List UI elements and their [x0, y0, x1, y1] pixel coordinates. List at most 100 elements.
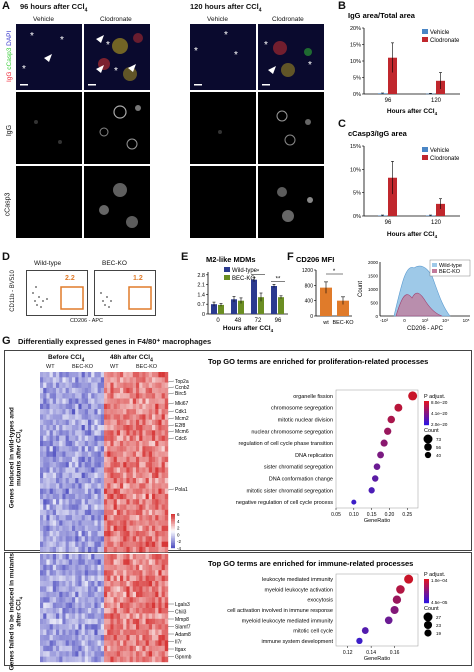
- heatmap-cell: [107, 504, 111, 510]
- heatmap-cell: [139, 377, 143, 383]
- heatmap-cell: [113, 629, 117, 636]
- micrograph-igg-120-clodronate: [258, 92, 324, 164]
- heatmap-cell: [56, 414, 60, 420]
- heatmap-cell: [84, 564, 89, 571]
- heatmap-cell: [136, 531, 140, 537]
- gene-label: Lgals3: [175, 602, 190, 608]
- heatmap-cell: [113, 546, 117, 553]
- go-term: mitotic cell cycle: [293, 629, 333, 635]
- heatmap-cell: [107, 483, 111, 489]
- heatmap-cell: [116, 419, 121, 426]
- heatmap-cell: [46, 613, 50, 619]
- heatmap-cell: [94, 430, 98, 436]
- heatmap-cell: [110, 499, 114, 505]
- heatmap-cell: [75, 645, 79, 652]
- heatmap-cell: [136, 629, 140, 636]
- heatmap-cell: [81, 403, 85, 410]
- heatmap-cell: [94, 472, 98, 479]
- heatmap-cell: [139, 520, 143, 526]
- heatmap-cell: [88, 613, 92, 619]
- heatmap-cell: [123, 640, 127, 646]
- heatmap-cell: [43, 635, 47, 641]
- heatmap-cell: [49, 488, 53, 495]
- micrograph-igg-96-clodronate: [84, 92, 150, 164]
- heatmap-cell: [49, 541, 53, 548]
- heatmap-cell: [94, 419, 98, 426]
- heatmap-cell: [65, 581, 69, 587]
- heatmap-cell: [120, 651, 124, 657]
- heatmap-cell: [126, 409, 130, 415]
- heatmap-cell: [52, 435, 57, 442]
- heatmap-cell: [72, 440, 76, 447]
- heatmap-cell: [148, 393, 153, 399]
- heatmap-cell: [40, 559, 44, 565]
- svg-text:*: *: [106, 40, 110, 51]
- heatmap-cell: [43, 440, 47, 447]
- heatmap-cell: [113, 483, 117, 489]
- heatmap-cell: [65, 541, 69, 548]
- heatmap-cell: [110, 493, 114, 500]
- heatmap-cell: [113, 602, 117, 609]
- heatmap-cell: [75, 435, 79, 442]
- heatmap-cell: [164, 446, 169, 452]
- heatmap-cell: [155, 520, 159, 526]
- heatmap-cell: [81, 586, 85, 592]
- gene-label: E2f8: [175, 423, 186, 429]
- heatmap-cell: [161, 554, 165, 560]
- heatmap-cell: [142, 531, 146, 537]
- heatmap-cell: [91, 478, 95, 484]
- heatmap-cell: [126, 387, 130, 394]
- heatmap-cell: [136, 656, 140, 663]
- heatmap-cell: [56, 409, 60, 415]
- chart-title: IgG area/Total area: [348, 11, 416, 20]
- heatmap-cell: [126, 472, 130, 479]
- heatmap-cell: [110, 419, 114, 426]
- heatmap-cell: [107, 629, 111, 636]
- heatmap-cell: [52, 483, 57, 489]
- heatmap-cell: [84, 425, 89, 431]
- heatmap-cell: [49, 499, 53, 505]
- heatmap-cell: [46, 451, 50, 457]
- count-label: 40: [436, 453, 442, 458]
- heatmap-cell: [65, 613, 69, 619]
- heatmap-cell: [52, 377, 57, 383]
- heatmap-cell: [94, 570, 98, 576]
- heatmap-cell: [84, 456, 89, 463]
- heatmap-cell: [52, 656, 57, 663]
- heatmap-cell: [75, 602, 79, 609]
- x-axis-title: GeneRatio: [364, 518, 390, 524]
- heatmap-cell: [110, 414, 114, 420]
- heatmap-cell: [43, 541, 47, 548]
- heatmap-cell: [136, 541, 140, 548]
- heatmap-cell: [46, 635, 50, 641]
- go-title: Top GO terms are enriched for proliferat…: [208, 357, 428, 366]
- heatmap-cell: [65, 640, 69, 646]
- heatmap-cell: [155, 515, 159, 521]
- heatmap-cell: [84, 435, 89, 442]
- heatmap-cell: [56, 387, 60, 394]
- heatmap-cell: [142, 608, 146, 614]
- heatmap-cell: [164, 651, 169, 657]
- heatmap-cell: [142, 393, 146, 399]
- heatmap-cell: [104, 597, 108, 603]
- heatmap-cell: [126, 499, 130, 505]
- heatmap-cell: [107, 546, 111, 553]
- heatmap-cell: [43, 467, 47, 473]
- heatmap-cell: [158, 499, 162, 505]
- heatmap-cell: [139, 597, 143, 603]
- heatmap-cell: [104, 435, 108, 442]
- heatmap-cell: [68, 651, 73, 657]
- heatmap-cell: [75, 554, 79, 560]
- heatmap-cell: [104, 493, 108, 500]
- heatmap-cell: [56, 425, 60, 431]
- heatmap-cell: [91, 597, 95, 603]
- heatmap-cell: [104, 425, 108, 431]
- heatmap-cell: [46, 515, 50, 521]
- go-dot: [392, 595, 402, 604]
- heatmap-cell: [97, 483, 101, 489]
- heatmap-cell: [161, 398, 165, 404]
- gene-label: Pola1: [175, 487, 188, 493]
- heatmap-cell: [100, 645, 105, 652]
- heatmap-cell: [65, 645, 69, 652]
- heatmap-cell: [100, 451, 105, 457]
